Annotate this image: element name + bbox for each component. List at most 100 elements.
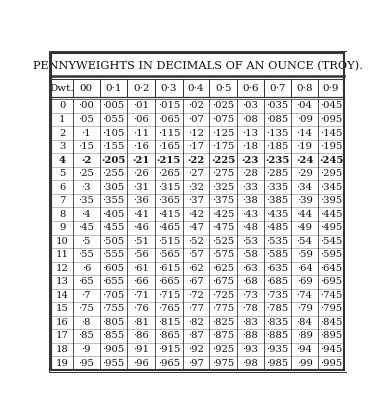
Text: ·72: ·72 [188, 291, 204, 300]
Text: ·75: ·75 [78, 305, 94, 313]
Text: ·295: ·295 [320, 169, 342, 178]
Text: ·02: ·02 [188, 101, 204, 111]
Text: ·275: ·275 [212, 169, 234, 178]
Text: ·86: ·86 [133, 331, 149, 341]
Text: ·79: ·79 [296, 305, 312, 313]
Text: ·365: ·365 [158, 196, 180, 205]
Text: ·18: ·18 [242, 142, 258, 151]
Text: 10: 10 [56, 237, 69, 246]
Text: ·935: ·935 [266, 345, 288, 354]
Text: ·625: ·625 [212, 264, 234, 273]
Text: ·49: ·49 [296, 223, 313, 232]
Text: ·575: ·575 [212, 250, 234, 259]
Text: ·015: ·015 [158, 101, 180, 111]
Text: 16: 16 [56, 318, 69, 327]
Text: ·375: ·375 [212, 196, 234, 205]
Text: ·11: ·11 [133, 129, 149, 137]
Text: ·805: ·805 [102, 318, 125, 327]
Text: 17: 17 [56, 331, 69, 341]
Text: ·845: ·845 [320, 318, 342, 327]
Text: ·495: ·495 [320, 223, 342, 232]
Text: 4: 4 [59, 155, 66, 165]
Text: ·485: ·485 [266, 223, 289, 232]
Text: ·21: ·21 [132, 155, 150, 165]
Text: ·965: ·965 [158, 359, 180, 367]
Text: ·265: ·265 [158, 169, 180, 178]
Text: ·68: ·68 [242, 277, 258, 286]
Text: ·5: ·5 [81, 237, 91, 246]
Text: ·615: ·615 [158, 264, 180, 273]
Text: ·15: ·15 [78, 142, 94, 151]
Text: 0·9: 0·9 [323, 83, 339, 93]
Text: ·25: ·25 [78, 169, 94, 178]
Text: Dwt.: Dwt. [50, 83, 74, 93]
Text: ·35: ·35 [78, 196, 94, 205]
Text: ·12: ·12 [188, 129, 204, 137]
Text: 0·7: 0·7 [269, 83, 286, 93]
Text: ·07: ·07 [188, 115, 204, 124]
Text: ·035: ·035 [266, 101, 288, 111]
Text: ·71: ·71 [133, 291, 149, 300]
Text: 00: 00 [80, 83, 93, 93]
Text: ·815: ·815 [158, 318, 180, 327]
Text: 11: 11 [56, 250, 69, 259]
Text: ·13: ·13 [242, 129, 258, 137]
Text: ·34: ·34 [296, 183, 313, 191]
Text: ·925: ·925 [212, 345, 234, 354]
Text: ·01: ·01 [133, 101, 149, 111]
Text: ·64: ·64 [296, 264, 312, 273]
Text: ·595: ·595 [320, 250, 342, 259]
Text: ·435: ·435 [266, 210, 289, 219]
Text: ·335: ·335 [266, 183, 288, 191]
Text: ·06: ·06 [133, 115, 149, 124]
Text: ·195: ·195 [320, 142, 342, 151]
Text: 9: 9 [59, 223, 65, 232]
Text: ·205: ·205 [101, 155, 125, 165]
Text: ·695: ·695 [320, 277, 342, 286]
Text: ·94: ·94 [296, 345, 313, 354]
Text: ·48: ·48 [242, 223, 258, 232]
Text: ·85: ·85 [78, 331, 94, 341]
Text: 8: 8 [59, 210, 65, 219]
Text: ·565: ·565 [158, 250, 180, 259]
Text: ·62: ·62 [188, 264, 204, 273]
Text: ·315: ·315 [158, 183, 180, 191]
Text: ·465: ·465 [158, 223, 180, 232]
Text: ·785: ·785 [266, 305, 288, 313]
Text: ·41: ·41 [133, 210, 149, 219]
Text: ·65: ·65 [78, 277, 94, 286]
Text: ·395: ·395 [320, 196, 342, 205]
Text: ·425: ·425 [212, 210, 234, 219]
Text: 6: 6 [59, 183, 65, 191]
Text: ·045: ·045 [320, 101, 342, 111]
Text: ·945: ·945 [320, 345, 342, 354]
Text: ·93: ·93 [242, 345, 258, 354]
Text: ·87: ·87 [188, 331, 204, 341]
Text: ·6: ·6 [81, 264, 91, 273]
Text: ·605: ·605 [102, 264, 125, 273]
Text: 0·5: 0·5 [215, 83, 231, 93]
Text: ·42: ·42 [188, 210, 204, 219]
Text: ·905: ·905 [102, 345, 125, 354]
Text: 0·1: 0·1 [105, 83, 122, 93]
Text: 0: 0 [59, 101, 65, 111]
Text: ·99: ·99 [296, 359, 312, 367]
Text: ·19: ·19 [296, 142, 313, 151]
Text: 14: 14 [56, 291, 69, 300]
Text: ·655: ·655 [102, 277, 125, 286]
Text: ·075: ·075 [212, 115, 234, 124]
Text: ·705: ·705 [102, 291, 125, 300]
Text: ·8: ·8 [81, 318, 91, 327]
Text: ·855: ·855 [102, 331, 125, 341]
Text: ·175: ·175 [212, 142, 234, 151]
Text: ·775: ·775 [212, 305, 234, 313]
Text: ·715: ·715 [158, 291, 180, 300]
Text: ·83: ·83 [242, 318, 258, 327]
Text: ·675: ·675 [212, 277, 234, 286]
Text: ·61: ·61 [133, 264, 149, 273]
Text: ·58: ·58 [242, 250, 258, 259]
Text: ·005: ·005 [102, 101, 125, 111]
Text: ·33: ·33 [242, 183, 258, 191]
Text: ·145: ·145 [320, 129, 342, 137]
Text: 2: 2 [59, 129, 65, 137]
